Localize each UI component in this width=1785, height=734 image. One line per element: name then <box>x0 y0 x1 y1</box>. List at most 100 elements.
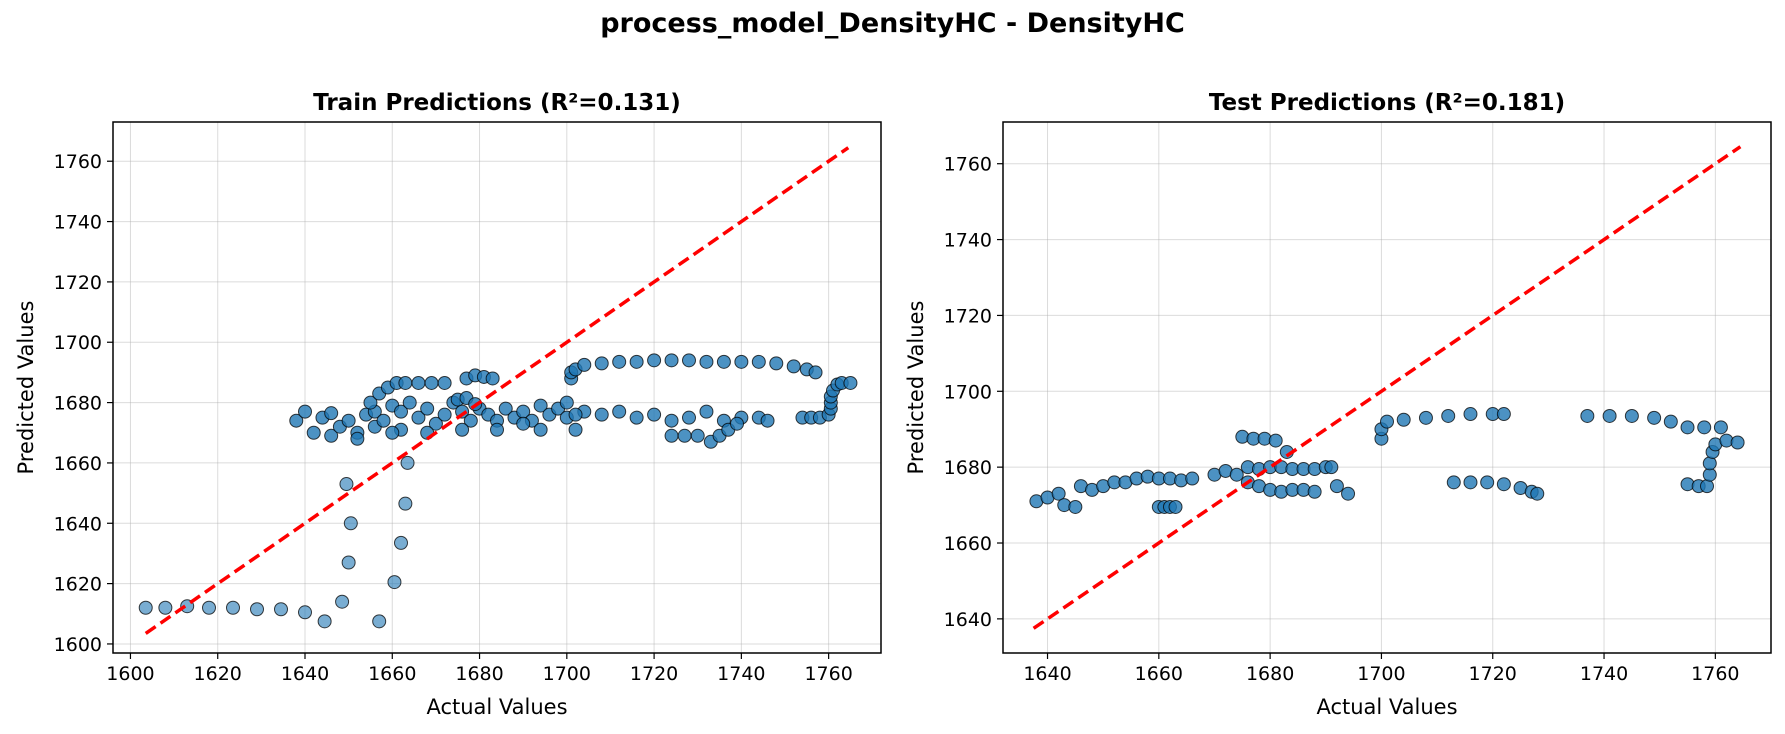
data-point <box>350 431 365 446</box>
data-point <box>343 516 358 531</box>
data-point <box>629 354 644 369</box>
data-point <box>1396 412 1411 427</box>
data-point <box>594 407 609 422</box>
data-point <box>335 594 350 609</box>
data-point <box>1702 456 1717 471</box>
data-point <box>317 614 332 629</box>
data-point <box>455 422 470 437</box>
data-point <box>760 413 775 428</box>
data-point <box>1480 475 1495 490</box>
data-point <box>677 428 692 443</box>
data-point <box>387 575 402 590</box>
x-tick-label: 1700 <box>543 663 591 685</box>
test-panel: 1640 1660 1680 1700 1720 1740 1760 1640 1660 1680… <box>904 90 1772 719</box>
data-point <box>324 428 339 443</box>
data-point <box>376 413 391 428</box>
y-tick-label: 1720 <box>944 305 992 327</box>
data-point <box>289 413 304 428</box>
y-tick-label: 1740 <box>944 230 992 252</box>
data-point <box>339 477 354 492</box>
data-point <box>1602 408 1617 423</box>
x-tick-label: 1640 <box>1023 663 1071 685</box>
data-point <box>664 353 679 368</box>
data-point <box>226 600 240 615</box>
x-axis-label: Actual Values <box>1316 695 1457 719</box>
y-tick-label: 1700 <box>54 332 102 354</box>
x-tick-label: 1740 <box>717 663 765 685</box>
x-tick-label: 1680 <box>455 663 503 685</box>
data-point <box>682 410 696 425</box>
x-tick-label: 1660 <box>368 663 416 685</box>
data-point <box>463 413 478 428</box>
data-point <box>664 428 679 443</box>
data-point <box>372 614 387 629</box>
data-point <box>1341 486 1356 501</box>
plot-frame <box>1002 121 1772 654</box>
data-point <box>250 602 264 617</box>
data-point <box>1268 433 1283 448</box>
data-point <box>138 600 153 615</box>
panel-title: Test Predictions (R²=0.181) <box>1209 90 1565 116</box>
data-point <box>594 356 609 371</box>
data-point <box>516 416 531 431</box>
data-point <box>769 356 784 371</box>
y-tick-label: 1600 <box>54 634 102 656</box>
data-point <box>158 600 173 615</box>
perfect-prediction-line <box>144 146 850 635</box>
data-point <box>394 535 408 550</box>
data-point <box>398 496 413 511</box>
data-point <box>411 375 426 390</box>
data-point <box>612 354 627 369</box>
x-tick-label: 1740 <box>1580 663 1628 685</box>
x-tick-label: 1660 <box>1135 663 1183 685</box>
data-point <box>751 354 766 369</box>
data-point <box>647 407 662 422</box>
data-point <box>716 354 731 369</box>
panel-title: Train Predictions (R²=0.131) <box>313 90 681 116</box>
figure-title: process_model_DensityHC - DensityHC <box>600 8 1185 39</box>
y-tick-label: 1680 <box>944 457 992 479</box>
data-point <box>411 410 426 425</box>
data-point <box>1418 410 1433 425</box>
x-tick-label: 1640 <box>281 663 329 685</box>
data-point <box>559 395 574 410</box>
data-point <box>647 353 662 368</box>
data-point <box>1446 475 1461 490</box>
data-point <box>1496 477 1511 492</box>
x-axis-label: Actual Values <box>426 695 567 719</box>
data-point <box>1441 408 1456 423</box>
data-point <box>1713 420 1728 435</box>
data-point <box>398 375 413 390</box>
data-point <box>202 600 216 615</box>
data-point <box>394 404 408 419</box>
data-point <box>577 357 592 372</box>
x-tick-label: 1600 <box>106 663 154 685</box>
data-point <box>690 428 705 443</box>
data-point <box>1168 499 1183 514</box>
data-point <box>1624 408 1639 423</box>
data-point <box>1496 407 1511 422</box>
data-point <box>1068 499 1083 514</box>
y-tick-label: 1760 <box>54 151 102 173</box>
data-point <box>428 416 443 431</box>
data-point <box>298 605 312 620</box>
y-tick-label: 1660 <box>54 453 102 475</box>
data-point <box>424 375 439 390</box>
data-point <box>1051 486 1066 501</box>
data-point <box>1307 484 1322 499</box>
data-point <box>1580 408 1595 423</box>
y-axis-label: Predicted Values <box>14 301 38 475</box>
data-point <box>402 395 417 410</box>
data-point <box>699 404 714 419</box>
data-point <box>437 407 452 422</box>
y-tick-label: 1740 <box>54 212 102 234</box>
data-point <box>400 455 415 470</box>
x-tick-label: 1760 <box>804 663 852 685</box>
data-point <box>808 365 823 380</box>
data-point <box>1697 420 1712 435</box>
y-tick-label: 1660 <box>944 533 992 555</box>
data-point <box>306 425 321 440</box>
data-point <box>385 425 400 440</box>
data-point <box>734 354 749 369</box>
data-point <box>498 401 513 416</box>
